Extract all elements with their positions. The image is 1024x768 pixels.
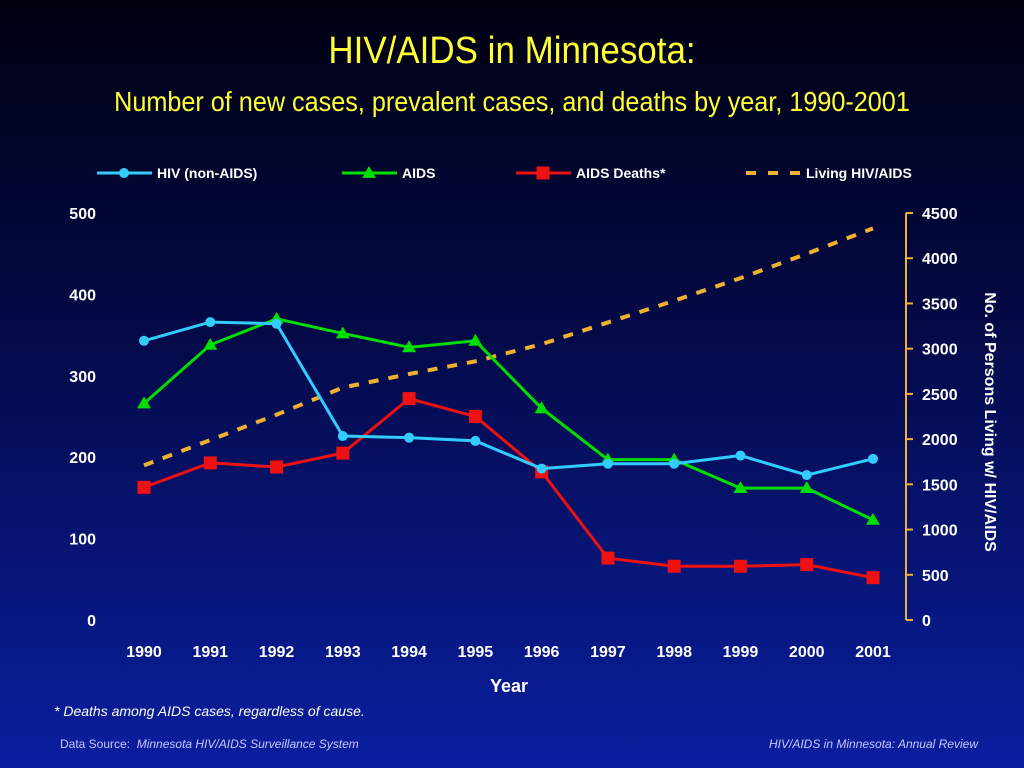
y-tick-label: 300	[69, 369, 96, 386]
x-tick-label: 1990	[126, 644, 162, 661]
data-point	[800, 558, 814, 572]
data-point	[534, 401, 549, 414]
y-tick-label: 400	[69, 287, 96, 304]
y-tick-label: 200	[69, 450, 96, 467]
data-point	[137, 480, 151, 494]
y-tick-label: 0	[87, 613, 96, 630]
legend-label: Living HIV/AIDS	[806, 165, 912, 181]
report-name: HIV/AIDS in Minnesota: Annual Review	[769, 737, 978, 751]
series-hiv-non-aids	[139, 317, 878, 481]
source-label: Data Source:	[60, 737, 131, 751]
data-point	[139, 335, 149, 346]
legend-label: HIV (non-AIDS)	[157, 165, 257, 181]
legend-label: AIDS	[402, 165, 435, 181]
chart-title: HIV/AIDS in Minnesota:	[328, 30, 696, 72]
data-point	[335, 326, 350, 339]
x-tick-label: 1998	[656, 644, 692, 661]
source-name: Minnesota HIV/AIDS Surveillance System	[136, 737, 359, 751]
y2-tick-label: 4500	[922, 206, 958, 223]
series-aids	[137, 311, 880, 525]
data-point	[270, 460, 284, 474]
series-living-hiv-aids	[143, 226, 874, 468]
x-tick-label: 1995	[458, 644, 494, 661]
legend-item: Living HIV/AIDS	[746, 165, 912, 181]
data-point	[799, 481, 814, 494]
data-point	[203, 456, 217, 470]
series-line	[143, 317, 874, 522]
y2-tick-label: 3500	[922, 296, 958, 313]
data-source: Data Source: Minnesota HIV/AIDS Surveill…	[60, 737, 359, 751]
y2-tick-label: 4000	[922, 251, 958, 268]
y-tick-label: 100	[69, 532, 96, 549]
y2-tick-label: 2500	[922, 387, 958, 404]
y-tick-label: 500	[69, 206, 96, 223]
series-layer	[137, 226, 880, 585]
y2-tick-label: 0	[922, 613, 931, 630]
data-point	[733, 481, 748, 494]
data-point	[733, 559, 747, 573]
data-point	[404, 432, 415, 443]
right-axis-ticks: 0 500 1000 1500 2000 2500 3000 3500 4000 4500	[906, 206, 958, 630]
legend-item: AIDS	[342, 165, 435, 181]
data-point	[866, 571, 880, 585]
series-line	[143, 226, 874, 468]
data-point	[669, 458, 680, 469]
data-point	[337, 431, 348, 442]
legend-marker	[362, 166, 376, 178]
data-point	[468, 410, 482, 423]
y2-tick-label: 3000	[922, 342, 958, 359]
series-line	[143, 396, 874, 580]
x-tick-label: 2001	[855, 644, 891, 661]
x-tick-label: 2000	[789, 644, 825, 661]
data-point	[801, 470, 812, 481]
data-point	[602, 458, 613, 469]
data-point	[205, 317, 216, 328]
legend-marker	[119, 168, 129, 178]
chart-subtitle: Number of new cases, prevalent cases, an…	[114, 86, 910, 117]
data-point	[137, 396, 151, 409]
legend-item: HIV (non-AIDS)	[97, 165, 257, 181]
x-tick-label: 1997	[590, 644, 626, 661]
data-point	[402, 340, 417, 353]
y2-tick-label: 2000	[922, 432, 958, 449]
data-point	[203, 337, 218, 350]
x-axis-ticks: 1990 1991 1992 1993 1994 1995 1996 1997 1998 1999…	[126, 644, 891, 661]
legend-label: AIDS Deaths*	[576, 165, 666, 181]
series-line	[143, 320, 874, 477]
legend-marker	[536, 166, 550, 180]
y2-axis-label: No. of Persons Living w/ HIV/AIDS	[981, 292, 998, 552]
y2-tick-label: 1500	[922, 477, 958, 494]
data-point	[868, 453, 878, 464]
data-point	[271, 318, 282, 329]
x-tick-label: 1999	[723, 644, 759, 661]
footnote: * Deaths among AIDS cases, regardless of…	[54, 703, 365, 719]
x-tick-label: 1992	[259, 644, 295, 661]
data-point	[336, 446, 350, 460]
legend: HIV (non-AIDS) AIDS AIDS Deaths* Living HIV…	[97, 165, 912, 181]
data-point	[470, 435, 481, 446]
left-axis-ticks: 0 100 200 300 400 500	[69, 206, 96, 630]
data-point	[536, 463, 547, 474]
x-tick-label: 1991	[192, 644, 228, 661]
data-point	[667, 559, 681, 573]
data-point	[468, 333, 483, 346]
data-point	[735, 450, 746, 461]
data-point	[601, 551, 615, 565]
x-axis-label: Year	[490, 676, 528, 696]
legend-item: AIDS Deaths*	[516, 165, 666, 181]
y2-tick-label: 500	[922, 568, 949, 585]
x-tick-label: 1993	[325, 644, 361, 661]
x-tick-label: 1996	[524, 644, 560, 661]
data-point	[402, 392, 416, 406]
y2-tick-label: 1000	[922, 523, 958, 540]
data-point	[866, 512, 880, 525]
x-tick-label: 1994	[391, 644, 427, 661]
